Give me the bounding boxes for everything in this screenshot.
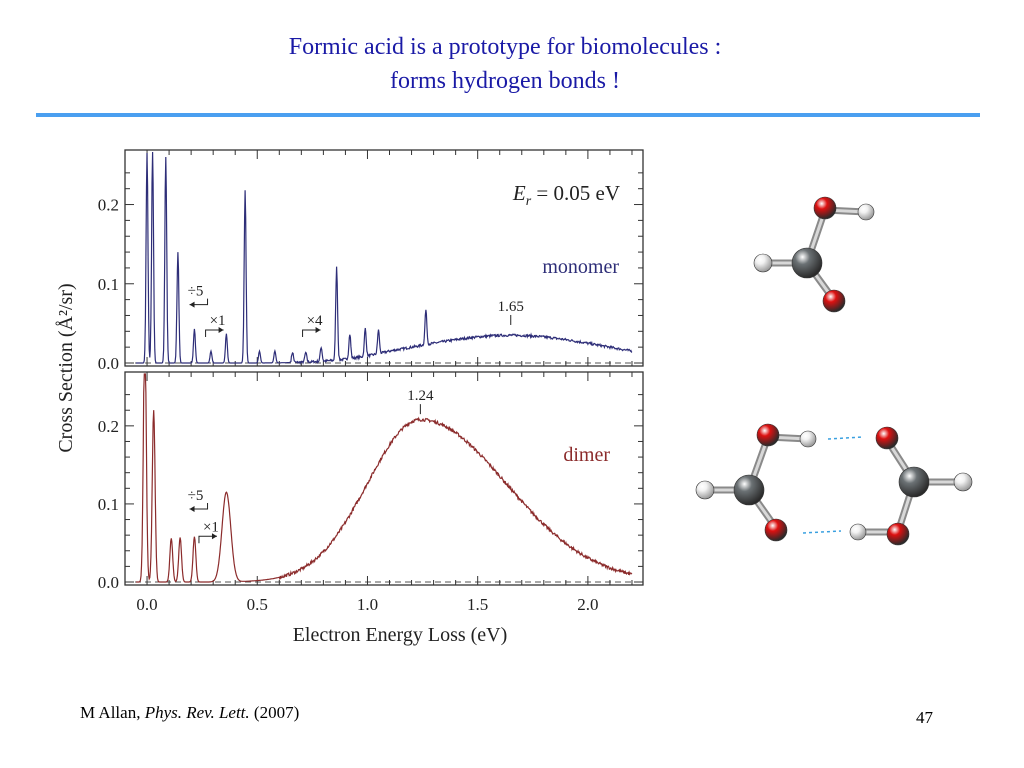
x-tick-label: 0.0 [136,595,157,614]
series-label-dimer: dimer [563,444,610,466]
hydrogen-atom [799,430,817,448]
scale-mark: ×4 [307,313,323,329]
scale-arrow [189,503,209,510]
oxygen-atom [822,289,846,313]
series-label-monomer: monomer [542,256,619,278]
title-line-2: forms hydrogen bonds ! [390,68,620,94]
carbon-atom [791,247,823,279]
spectrum-monomer [136,151,633,366]
slide-title: Formic acid is a prototype for biomolecu… [0,30,1010,98]
scale-arrowhead [189,301,195,308]
title-line-1: Formic acid is a prototype for biomolecu… [288,34,722,60]
panel-dimer: 0.0 0.1 0.2 dimer ÷5 ×1 1.24 [98,371,644,592]
scale-mark: ×1 [210,313,226,329]
oxygen-atom [756,423,780,447]
citation-year: (2007) [249,703,300,722]
scale-arrowhead [189,506,195,513]
hydrogen-bond [827,436,864,440]
y-tick-label: 0.1 [98,275,119,294]
scale-mark: ×1 [203,519,219,535]
x-tick-label: 1.5 [467,595,488,614]
citation-author: M Allan, [80,703,145,722]
spectrum-dimer [136,373,633,583]
y-tick-label: 0.0 [98,354,119,373]
y-axis-label: Cross Section (Å²/sr) [55,283,77,452]
hydrogen-atom [857,203,875,221]
plot-frame-monomer [124,149,644,367]
plot-frame-dimer [124,371,644,586]
oxygen-atom [875,426,899,450]
scale-mark: ÷5 [188,284,204,300]
y-tick-label: 0.2 [98,196,119,215]
citation: M Allan, Phys. Rev. Lett. (2007) [80,703,299,723]
scale-arrow [189,298,209,306]
peak-label-dimer: 1.24 [407,388,434,404]
y-tick-label: 0.0 [98,573,119,592]
molecule-illustrations [695,196,973,546]
carbon-atom [733,474,765,506]
x-tick-label: 0.5 [247,595,268,614]
y-tick-label: 0.2 [98,417,119,436]
peak-label-monomer: 1.65 [498,299,524,315]
hydrogen-atom [849,523,867,541]
hydrogen-bond [802,530,842,534]
hydrogen-atom [953,472,973,492]
scale-arrow [205,329,224,337]
oxygen-atom [764,518,788,542]
hydrogen-atom [753,253,773,273]
scale-arrow [198,535,217,544]
x-axis-label: Electron Energy Loss (eV) [293,624,508,646]
citation-journal: Phys. Rev. Lett. [144,703,250,722]
energy-annotation: Er = 0.05 eV [512,181,620,209]
title-divider [36,113,980,117]
hydrogen-atom [695,480,715,500]
carbon-atom [898,466,930,498]
x-tick-label: 2.0 [577,595,598,614]
x-tick-label: 1.0 [357,595,378,614]
page-number: 47 [916,708,933,727]
scale-arrowhead [218,326,224,333]
scale-arrow [302,329,321,337]
scale-arrowhead [315,326,321,333]
scale-mark: ÷5 [188,488,204,504]
oxygen-atom [813,196,837,220]
panel-monomer: 0.0 0.1 0.2 monomer ÷5 ×1 ×4 1.65 Er = 0.05 eV [98,149,644,373]
oxygen-atom [886,522,910,546]
y-tick-label: 0.1 [98,495,119,514]
scale-arrowhead [211,533,217,540]
